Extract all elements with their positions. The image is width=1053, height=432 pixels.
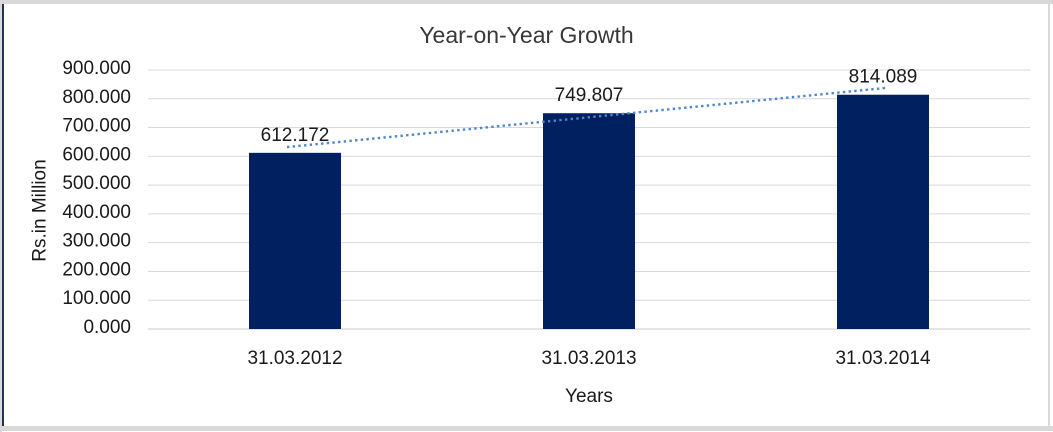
frame-border-right (1048, 4, 1050, 426)
y-axis-title: Rs.in Million (29, 159, 51, 262)
y-axis-tick-label: 300.000 (62, 231, 131, 252)
y-axis-tick-label: 200.000 (62, 259, 131, 280)
bar-data-label: 814.089 (849, 67, 918, 88)
category-label: 31.03.2013 (541, 348, 636, 369)
bar-data-label: 612.172 (261, 125, 330, 146)
frame-border-left (0, 0, 2, 432)
bar (837, 94, 929, 330)
frame-border-top (0, 0, 1053, 4)
y-axis-tick-label: 0.000 (83, 317, 131, 338)
y-axis-tick-label: 700.000 (62, 116, 131, 137)
y-axis-tick-label: 400.000 (62, 202, 131, 223)
bar (543, 113, 635, 330)
chart-title: Year-on-Year Growth (419, 22, 634, 48)
trendline (286, 86, 889, 149)
category-label: 31.03.2014 (835, 348, 931, 369)
y-axis-tick-label: 100.000 (62, 288, 131, 309)
x-axis-title: Years (565, 386, 613, 407)
bar-data-label: 749.807 (555, 85, 624, 106)
category-label: 31.03.2012 (247, 348, 342, 369)
y-axis-tick-label: 600.000 (62, 144, 131, 165)
y-axis-tick-label: 500.000 (62, 173, 131, 194)
bar (249, 152, 341, 329)
y-axis-tick-label: 800.000 (62, 87, 131, 108)
frame-border-left-accent (2, 4, 4, 426)
frame-border-bottom (0, 426, 1053, 431)
y-axis-tick-label: 900.000 (62, 58, 131, 79)
